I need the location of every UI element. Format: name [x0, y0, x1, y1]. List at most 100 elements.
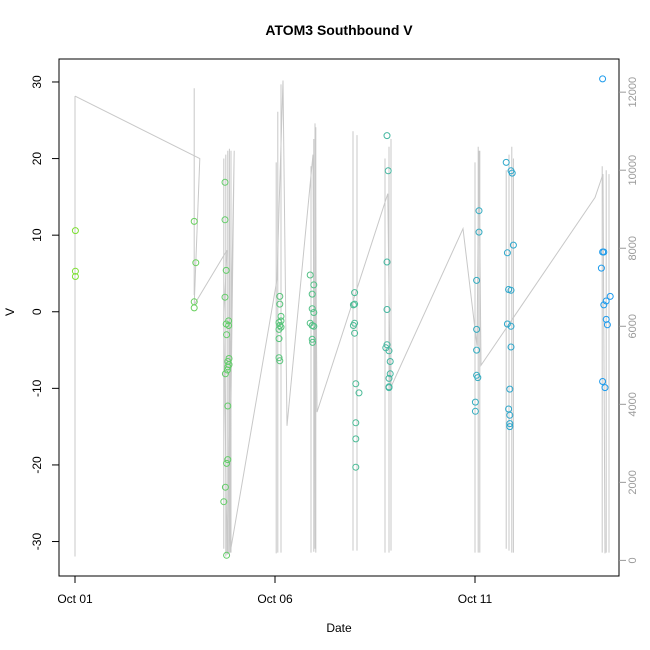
- y-tick-label: -30: [30, 533, 44, 551]
- data-point: [349, 301, 357, 309]
- gps-track-line: [74, 80, 606, 555]
- data-point: [276, 322, 284, 329]
- data-point: [506, 411, 514, 419]
- data-point: [309, 338, 317, 346]
- x-tick-label: Oct 01: [57, 592, 93, 606]
- y2-tick-label: 4000: [627, 392, 639, 416]
- data-point: [275, 354, 283, 362]
- data-point: [223, 459, 231, 467]
- data-point: [223, 366, 231, 374]
- data-point: [352, 380, 360, 388]
- data-point: [473, 276, 481, 284]
- data-point: [597, 264, 605, 272]
- data-point: [277, 323, 285, 331]
- data-point: [473, 325, 481, 333]
- data-point: [600, 301, 608, 309]
- data-point: [224, 402, 232, 410]
- data-point: [308, 290, 316, 298]
- x-tick-label: Oct 06: [257, 592, 293, 606]
- data-point: [506, 423, 514, 431]
- data-point: [385, 347, 393, 355]
- data-point: [601, 384, 609, 392]
- data-point: [310, 281, 318, 289]
- data-point: [606, 292, 614, 300]
- data-point: [71, 267, 79, 275]
- data-point: [275, 335, 283, 343]
- data-point: [351, 329, 359, 337]
- y2-tick-label: 12000: [627, 77, 639, 108]
- data-point: [507, 286, 515, 294]
- data-point: [385, 374, 393, 382]
- data-point: [352, 419, 360, 427]
- data-point: [275, 319, 283, 326]
- data-point: [503, 249, 511, 257]
- data-point: [386, 358, 394, 365]
- chart-title: ATOM3 Southbound V: [265, 22, 413, 38]
- data-point: [190, 304, 198, 312]
- plot-area-frame: [58, 58, 620, 577]
- x-tick-label: Oct 11: [458, 592, 493, 606]
- data-point: [475, 228, 483, 236]
- data-point: [507, 322, 515, 330]
- data-point: [600, 248, 608, 256]
- data-point: [220, 498, 228, 506]
- data-point: [386, 370, 394, 378]
- data-point: [599, 75, 607, 83]
- data-point: [224, 358, 232, 365]
- data-point: [471, 398, 479, 406]
- y-tick-label: 10: [30, 228, 44, 242]
- data-point: [506, 385, 514, 393]
- y-axis-right: 0 2000 4000 6000 8000 10000 12000: [619, 77, 639, 563]
- y2-tick-label: 2000: [627, 470, 639, 494]
- data-point: [223, 331, 231, 339]
- x-axis-label: Date: [326, 621, 352, 635]
- data-point: [603, 321, 611, 329]
- data-point: [192, 259, 200, 267]
- y-tick-label: -10: [30, 379, 44, 397]
- data-point: [223, 551, 231, 559]
- y-tick-label: 30: [30, 75, 44, 89]
- data-point: [275, 325, 283, 333]
- data-point: [71, 273, 79, 280]
- data-point: [383, 341, 391, 349]
- data-point: [475, 207, 483, 215]
- data-point: [221, 370, 229, 378]
- y2-tick-label: 0: [627, 557, 639, 563]
- data-point: [276, 292, 284, 300]
- data-point: [308, 305, 316, 313]
- data-point: [383, 132, 391, 140]
- y-tick-label: -20: [30, 456, 44, 474]
- data-point: [509, 241, 517, 249]
- data-point: [221, 293, 229, 301]
- data-point: [190, 217, 198, 225]
- gps-line-layer: [74, 80, 606, 555]
- data-point: [502, 158, 510, 166]
- data-point: [277, 312, 285, 320]
- data-point: [221, 483, 229, 491]
- data-point: [222, 266, 230, 274]
- data-point: [308, 335, 316, 343]
- y-axis-left: -30 -20 -10 0 10 20 30: [30, 75, 60, 551]
- data-point: [306, 271, 314, 279]
- y-axis-label: V: [3, 308, 17, 316]
- data-point: [355, 389, 363, 397]
- data-point: [310, 322, 318, 330]
- data-point: [351, 289, 359, 297]
- y-tick-label: 20: [30, 152, 44, 166]
- data-point: [221, 178, 229, 186]
- data-point: [471, 407, 479, 415]
- data-point: [383, 306, 391, 313]
- y2-tick-label: 8000: [627, 236, 639, 260]
- data-point: [474, 374, 482, 382]
- data-point: [310, 309, 318, 316]
- data-point: [225, 317, 233, 325]
- data-point: [503, 320, 511, 328]
- y2-tick-label: 6000: [627, 314, 639, 338]
- data-point: [352, 435, 360, 443]
- y2-tick-label: 10000: [627, 155, 639, 186]
- data-point: [224, 363, 232, 371]
- data-point: [225, 322, 233, 329]
- point-layer: [71, 75, 614, 559]
- data-point: [383, 258, 391, 266]
- data-point: [506, 420, 514, 428]
